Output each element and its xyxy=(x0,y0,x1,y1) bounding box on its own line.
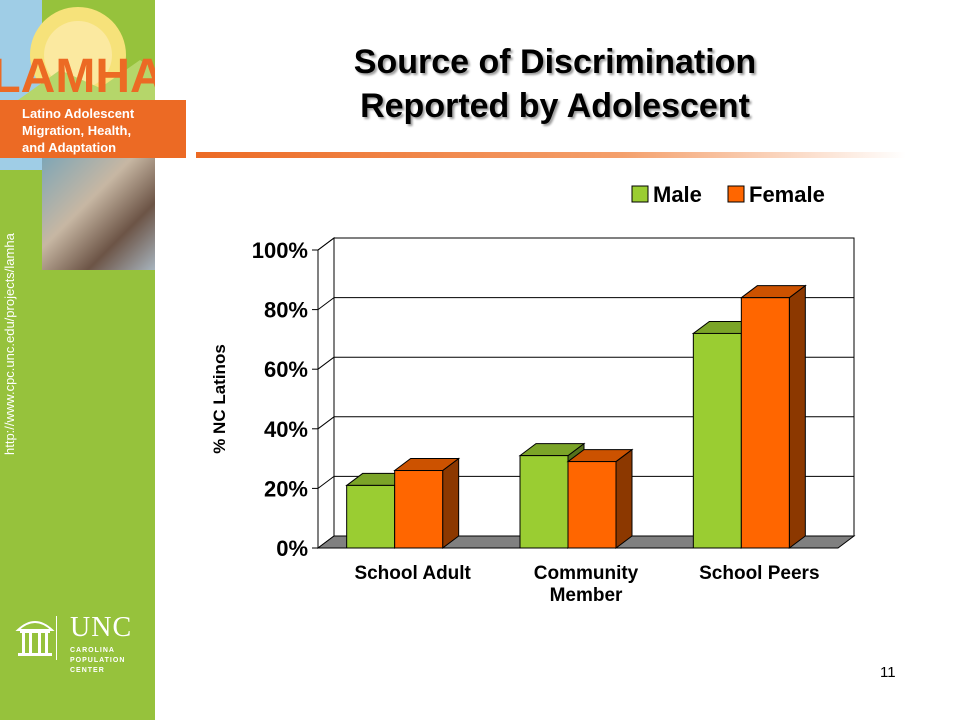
title-line-2: Reported by Adolescent xyxy=(360,87,750,125)
title-underline xyxy=(196,152,906,158)
bar-male xyxy=(692,332,742,549)
legend-swatch-male xyxy=(631,185,649,203)
page-number: 11 xyxy=(880,664,896,681)
y-tick-label: 0% xyxy=(276,536,308,561)
unc-name: UNC xyxy=(70,612,133,643)
bar-side-female xyxy=(615,448,633,549)
logo-line-2: Migration, Health, xyxy=(22,123,132,138)
bar-male xyxy=(346,484,396,549)
unc-logo: UNC CAROLINA POPULATION CENTER xyxy=(12,612,152,674)
gridline-side xyxy=(317,475,335,489)
bar-side-female xyxy=(788,284,806,549)
bar-female xyxy=(394,470,444,549)
y-tick-label: 100% xyxy=(252,238,308,263)
logo-acronym: LAMHA xyxy=(0,50,155,100)
title-line-1: Source of Discrimination xyxy=(353,43,757,81)
y-axis-label: % NC Latinos xyxy=(210,344,229,454)
unc-subtitle: CAROLINA POPULATION CENTER xyxy=(70,647,126,674)
old-well-icon xyxy=(15,616,57,660)
plot-side-wall xyxy=(317,237,335,549)
gridline-side xyxy=(317,297,335,311)
x-category-label: Member xyxy=(550,585,623,606)
gridline-side xyxy=(317,237,335,251)
x-category-label: Community xyxy=(534,563,639,584)
legend-swatch-female xyxy=(727,185,745,203)
lamha-logo: LAMHA xyxy=(0,0,165,103)
bar-male xyxy=(519,455,569,549)
legend-label-female: Female xyxy=(749,182,825,207)
x-category-label: School Adult xyxy=(354,563,471,584)
logo-line-1: Latino Adolescent xyxy=(22,106,135,121)
bar-female xyxy=(567,461,617,549)
y-tick-label: 60% xyxy=(264,357,308,382)
bar-side-female xyxy=(442,457,460,549)
x-category-label: School Peers xyxy=(699,563,819,584)
page-title: Source of Discrimination Reported by Ado… xyxy=(230,40,880,128)
y-tick-label: 20% xyxy=(264,476,308,501)
logo-subtitle-band: Latino Adolescent Migration, Health, and… xyxy=(0,100,186,158)
logo-line-3: and Adaptation xyxy=(22,140,117,155)
adolescents-photo xyxy=(42,158,155,270)
gridline-side xyxy=(317,416,335,430)
y-tick-label: 80% xyxy=(264,298,308,323)
gridline-side xyxy=(317,356,335,370)
bar-female xyxy=(740,297,790,549)
y-tick-label: 40% xyxy=(264,417,308,442)
legend-label-male: Male xyxy=(653,182,702,207)
